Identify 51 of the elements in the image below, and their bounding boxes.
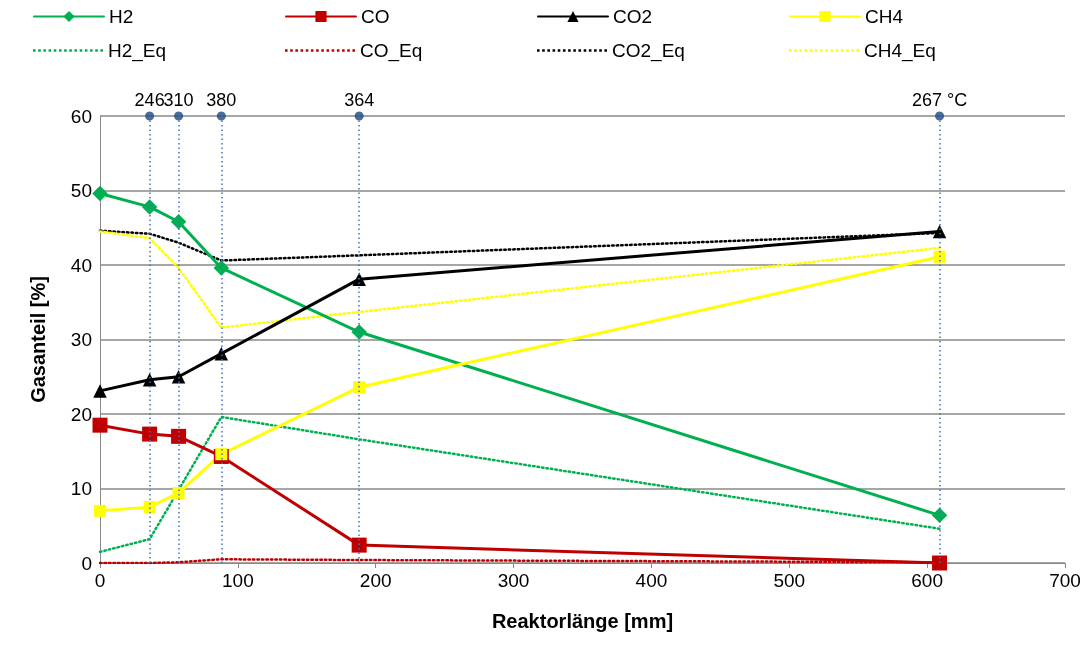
point bbox=[935, 111, 945, 121]
point bbox=[932, 555, 948, 571]
point bbox=[92, 417, 108, 433]
x-tick-label: 600 bbox=[911, 570, 943, 591]
legend-label: H2 bbox=[109, 6, 134, 27]
point bbox=[142, 426, 158, 442]
annotation: 267 °C bbox=[911, 89, 968, 110]
point bbox=[354, 111, 364, 121]
x-tick-label: 500 bbox=[773, 570, 806, 591]
point bbox=[351, 537, 367, 553]
y-tick-label: 60 bbox=[70, 105, 92, 127]
point bbox=[213, 260, 230, 276]
point bbox=[143, 501, 156, 514]
y-tick-label: 30 bbox=[70, 329, 92, 350]
legend-label: H2_Eq bbox=[108, 40, 167, 62]
point bbox=[94, 504, 106, 517]
point bbox=[141, 199, 158, 215]
annotation: 380 bbox=[206, 89, 237, 110]
x-tick-label: 200 bbox=[359, 570, 392, 591]
legend-label: CO2 bbox=[613, 6, 653, 27]
point bbox=[171, 370, 186, 384]
y-tick-label: 40 bbox=[70, 254, 92, 276]
x-axis-title: Reaktorlänge [mm] bbox=[491, 610, 674, 632]
y-tick-label: 20 bbox=[70, 403, 92, 425]
y-tick-label: 50 bbox=[70, 180, 92, 201]
x-tick-label: 700 bbox=[1049, 570, 1081, 591]
point bbox=[145, 111, 155, 121]
annotation: 310 bbox=[163, 89, 194, 110]
point bbox=[170, 214, 187, 230]
point bbox=[352, 272, 366, 286]
point bbox=[174, 111, 184, 121]
x-tick-label: 300 bbox=[497, 570, 530, 591]
y-axis-title: Gasanteil [%] bbox=[27, 276, 49, 403]
legend-label: CO_Eq bbox=[360, 40, 423, 62]
legend-label: CO2_Eq bbox=[612, 40, 685, 62]
x-tick-label: 0 bbox=[94, 570, 106, 591]
x-tick-label: 400 bbox=[635, 570, 668, 591]
y-tick-label: 10 bbox=[70, 478, 92, 499]
point bbox=[92, 185, 108, 202]
annotation: 246 bbox=[134, 89, 165, 110]
point bbox=[93, 384, 107, 398]
x-tick-label: 100 bbox=[222, 570, 254, 591]
point bbox=[172, 486, 185, 499]
point bbox=[171, 428, 187, 444]
legend-label: CH4_Eq bbox=[864, 40, 936, 62]
legend-label: CO bbox=[361, 6, 390, 27]
annotation: 364 bbox=[344, 89, 375, 110]
y-tick-label: 0 bbox=[81, 552, 92, 574]
point bbox=[933, 250, 946, 263]
legend-label: CH4 bbox=[865, 6, 904, 27]
point bbox=[353, 381, 366, 394]
